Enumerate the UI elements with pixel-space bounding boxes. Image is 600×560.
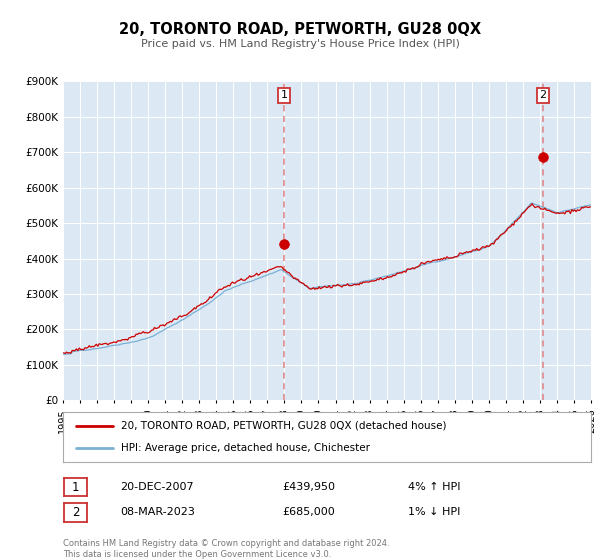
Text: 4% ↑ HPI: 4% ↑ HPI — [408, 482, 461, 492]
Text: 1: 1 — [72, 480, 79, 494]
Text: Price paid vs. HM Land Registry's House Price Index (HPI): Price paid vs. HM Land Registry's House … — [140, 39, 460, 49]
Text: £439,950: £439,950 — [282, 482, 335, 492]
Text: Contains HM Land Registry data © Crown copyright and database right 2024.
This d: Contains HM Land Registry data © Crown c… — [63, 539, 389, 559]
Text: 1: 1 — [280, 90, 287, 100]
Text: 20, TORONTO ROAD, PETWORTH, GU28 0QX: 20, TORONTO ROAD, PETWORTH, GU28 0QX — [119, 22, 481, 38]
Text: 2: 2 — [539, 90, 547, 100]
Text: £685,000: £685,000 — [282, 507, 335, 517]
Text: 1% ↓ HPI: 1% ↓ HPI — [408, 507, 460, 517]
Text: 20-DEC-2007: 20-DEC-2007 — [120, 482, 194, 492]
Text: 08-MAR-2023: 08-MAR-2023 — [120, 507, 195, 517]
Text: 20, TORONTO ROAD, PETWORTH, GU28 0QX (detached house): 20, TORONTO ROAD, PETWORTH, GU28 0QX (de… — [121, 421, 446, 431]
Text: 2: 2 — [72, 506, 79, 519]
Text: HPI: Average price, detached house, Chichester: HPI: Average price, detached house, Chic… — [121, 443, 370, 453]
